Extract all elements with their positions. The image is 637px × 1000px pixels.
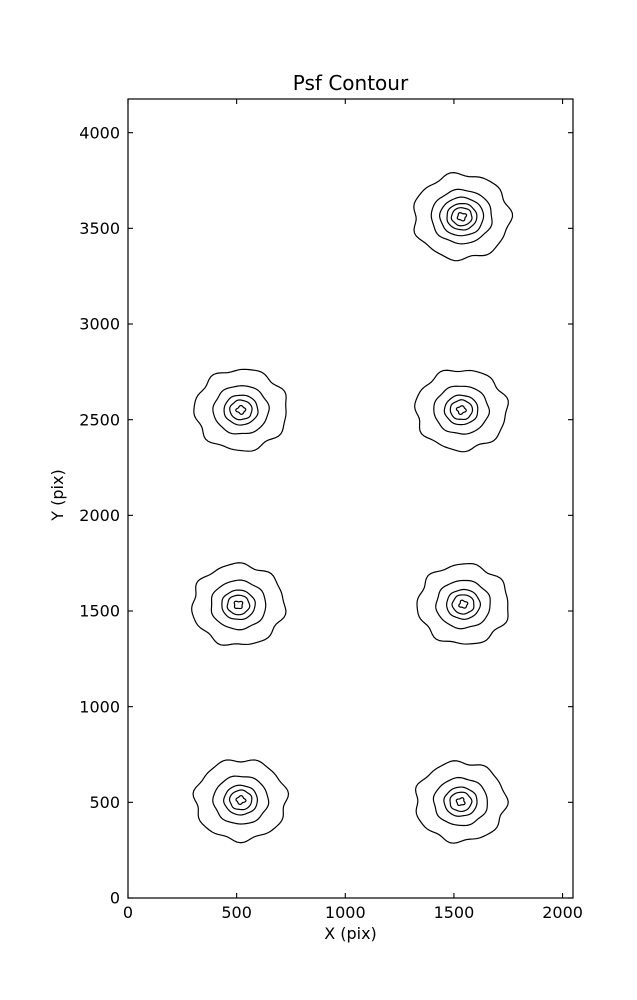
contour-ring bbox=[212, 385, 270, 435]
contour-ring bbox=[226, 594, 251, 616]
contour-ring bbox=[455, 405, 467, 416]
x-axis-label: X (pix) bbox=[324, 924, 377, 943]
contour-ring bbox=[212, 775, 270, 825]
contour-ring bbox=[458, 599, 469, 609]
contour-ring bbox=[193, 368, 287, 452]
contour-ring bbox=[235, 404, 247, 415]
contour-ring bbox=[443, 394, 479, 426]
contour-ring bbox=[456, 212, 468, 222]
contour-ring bbox=[450, 207, 473, 227]
y-tick-label: 500 bbox=[89, 793, 120, 812]
contour-ring bbox=[446, 588, 482, 620]
contour-ring bbox=[414, 760, 509, 844]
contour-ring bbox=[233, 600, 244, 610]
y-tick-label: 2500 bbox=[79, 410, 120, 429]
contour-ring bbox=[414, 369, 509, 453]
x-tick-label: 0 bbox=[123, 903, 133, 922]
contour-ring bbox=[449, 791, 473, 813]
contour-ring bbox=[229, 399, 253, 421]
contour-ring bbox=[430, 188, 493, 245]
y-tick-label: 3000 bbox=[79, 315, 120, 334]
y-tick-label: 2000 bbox=[79, 506, 120, 525]
y-axis-label: Y (pix) bbox=[48, 469, 67, 521]
contour-ring bbox=[416, 562, 509, 645]
x-tick-label: 1000 bbox=[325, 903, 366, 922]
contour-ring bbox=[223, 784, 258, 816]
contour-ring bbox=[432, 776, 488, 827]
contour-ring bbox=[433, 385, 491, 435]
x-tick-label: 2000 bbox=[542, 903, 583, 922]
x-tick-label: 1500 bbox=[434, 903, 475, 922]
contour-ring bbox=[192, 759, 290, 844]
contour-ring bbox=[455, 797, 466, 807]
plot-frame bbox=[127, 98, 574, 899]
contour-ring bbox=[235, 795, 247, 806]
contour-ring bbox=[228, 789, 253, 811]
y-tick-label: 3500 bbox=[79, 219, 120, 238]
x-tick-label: 500 bbox=[221, 903, 252, 922]
contour-ring bbox=[435, 579, 491, 630]
y-tick-label: 1000 bbox=[79, 697, 120, 716]
contour-ring bbox=[413, 172, 514, 262]
y-tick-label: 0 bbox=[110, 889, 120, 908]
y-tick-label: 1500 bbox=[79, 602, 120, 621]
contour-ring bbox=[191, 562, 287, 646]
contour-ring bbox=[443, 786, 478, 817]
contour-ring bbox=[223, 394, 259, 426]
contour-ring bbox=[451, 594, 475, 615]
y-tick-label: 4000 bbox=[79, 123, 120, 142]
contour-ring bbox=[439, 196, 485, 237]
contour-ring bbox=[210, 579, 267, 631]
contour-ring bbox=[449, 399, 474, 421]
contour-ring bbox=[221, 589, 256, 621]
contour-ring bbox=[446, 202, 478, 231]
plot-title: Psf Contour bbox=[292, 71, 409, 95]
